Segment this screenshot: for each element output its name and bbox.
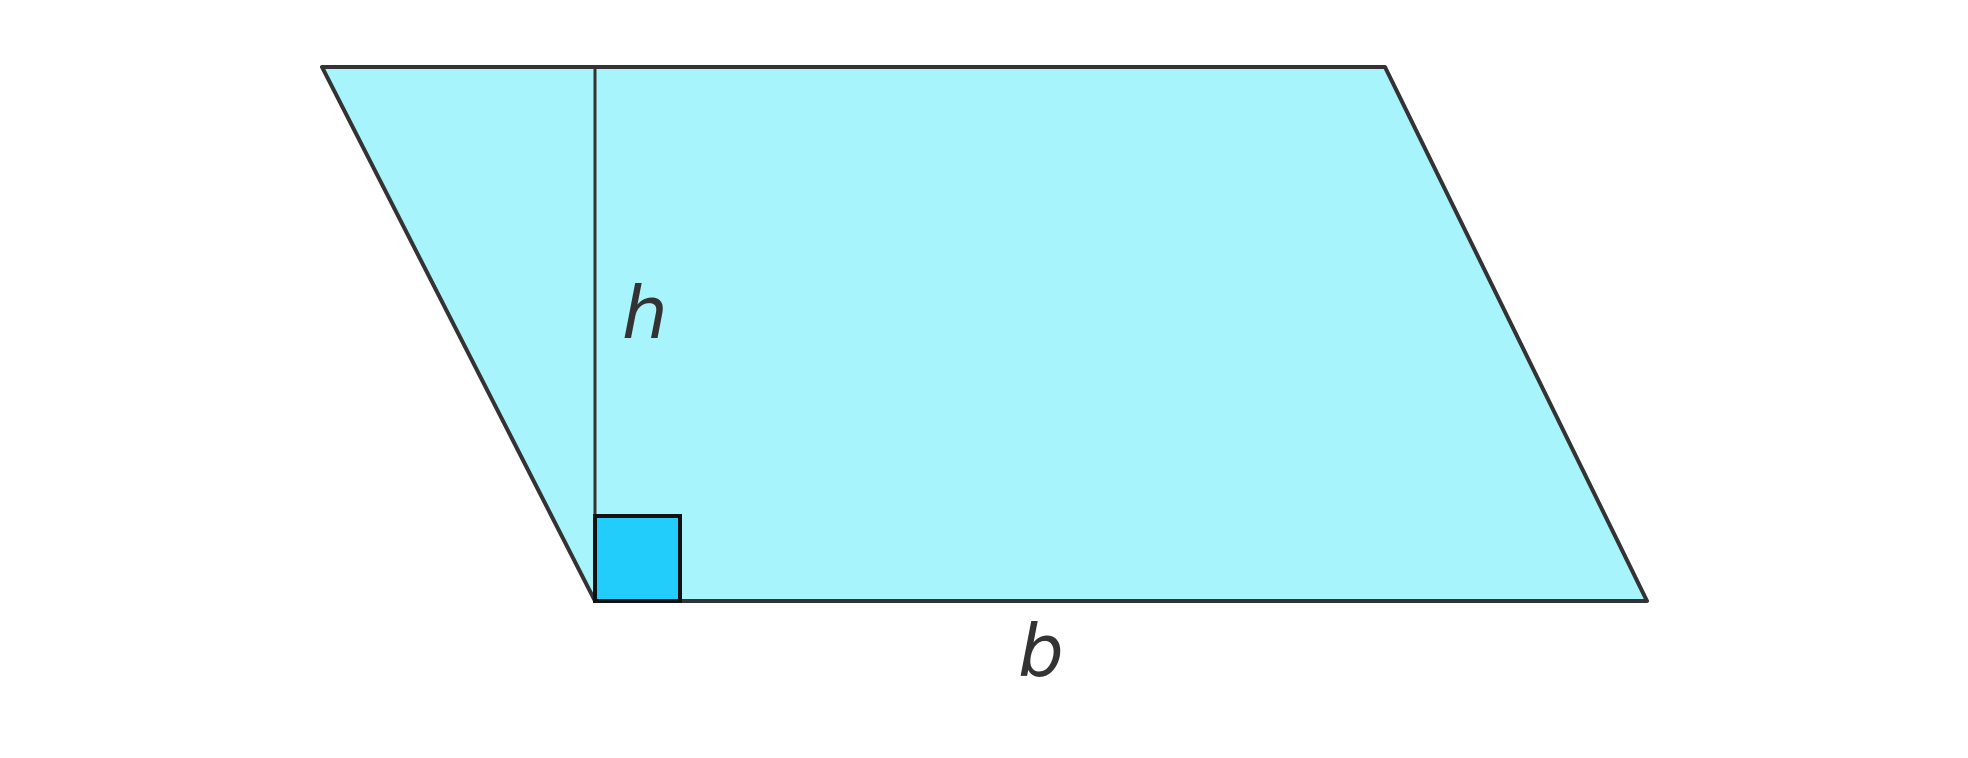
parallelogram [320,65,1649,603]
right-angle-marker [593,514,682,603]
height-label: h [622,271,668,355]
base-label: b [1018,609,1064,693]
